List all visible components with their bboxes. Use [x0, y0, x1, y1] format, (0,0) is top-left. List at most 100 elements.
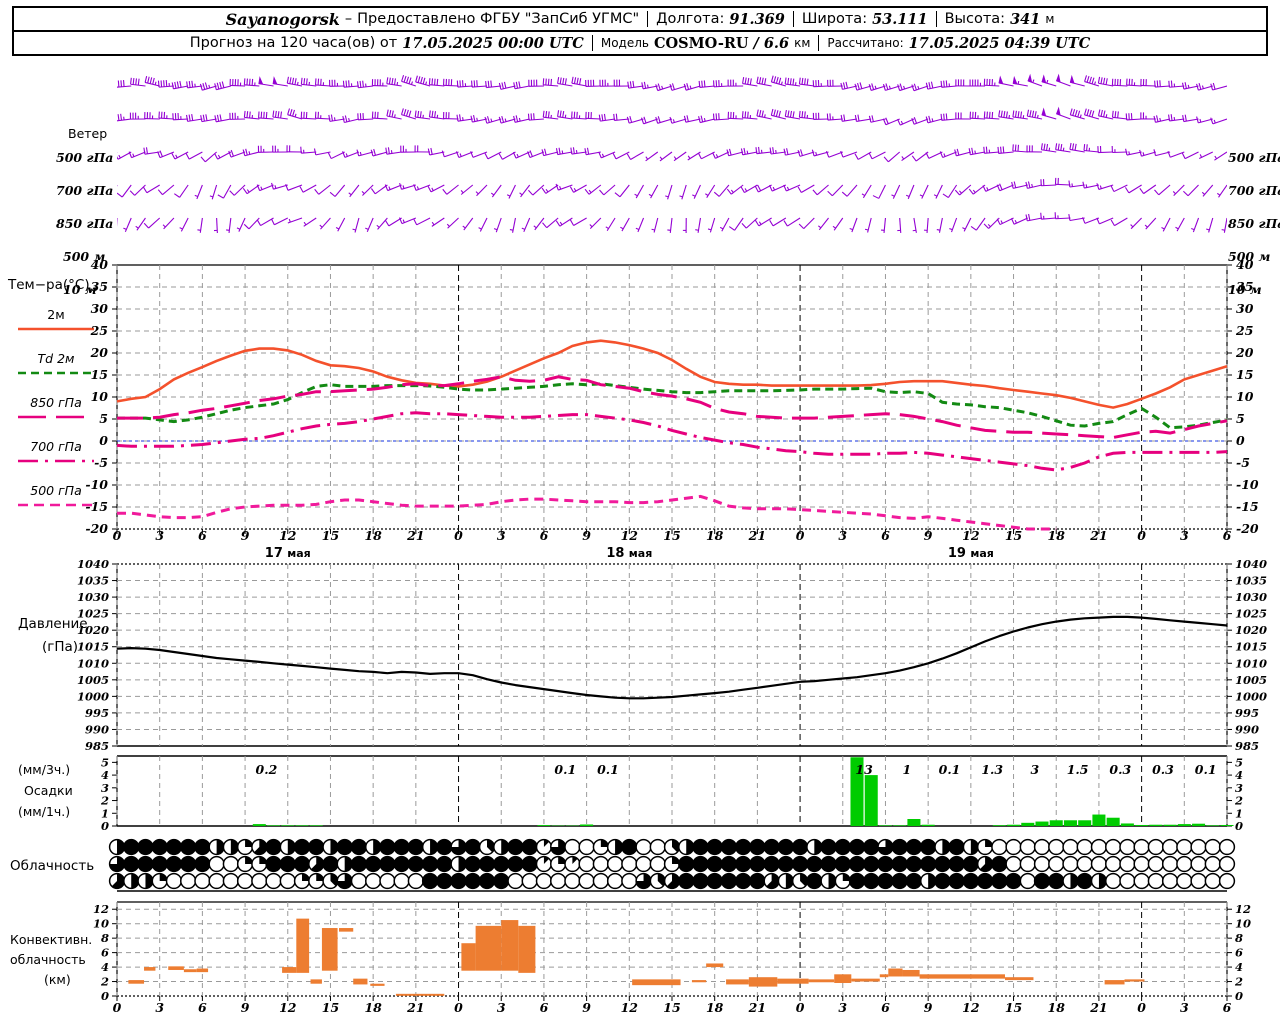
svg-text:0.3: 0.3	[1152, 762, 1174, 777]
svg-text:1015: 1015	[1235, 640, 1267, 654]
time-tick-label: 12	[620, 1000, 638, 1015]
svg-text:25: 25	[1235, 323, 1253, 338]
cloud-symbol	[692, 872, 709, 890]
cloud-symbol	[464, 855, 481, 873]
cloud-symbol	[1005, 838, 1022, 856]
svg-text:4: 4	[1235, 768, 1243, 782]
model-resolution: 6.6	[763, 34, 790, 52]
svg-text:40: 40	[91, 257, 109, 272]
svg-text:3: 3	[1235, 781, 1243, 795]
cloud-symbol	[678, 838, 695, 856]
wind-level-500hpa-left: 500 гПа	[56, 150, 114, 165]
wind-level-700hpa-right: 700 гПа	[1228, 183, 1280, 198]
cloud-symbol	[1147, 872, 1164, 890]
time-tick-label: 12	[962, 1000, 980, 1015]
cloud-symbol	[1033, 838, 1051, 856]
time-tick-label: 18	[364, 1000, 382, 1015]
precipitation-panel: (мм/3ч.) Осадки (мм/1ч.) 5 5 4 4 3 3 2 2 1 1 0 0 0.2…	[0, 752, 1280, 836]
svg-text:0.3: 0.3	[1109, 762, 1131, 777]
convective-band	[1104, 980, 1125, 985]
svg-text:35: 35	[91, 279, 108, 294]
cloud-symbol	[948, 838, 965, 856]
precip-bar	[281, 825, 295, 826]
convective-band	[475, 925, 502, 971]
cloud-symbol	[564, 872, 581, 890]
cloud-symbol	[1176, 838, 1193, 856]
cloud-symbol	[920, 872, 937, 890]
cloud-symbol	[1204, 838, 1221, 856]
wind-level-500m-left: 500 м	[63, 249, 106, 264]
svg-text:20: 20	[90, 345, 109, 360]
svg-text:1015: 1015	[77, 640, 109, 654]
provider-text: Предоставлено ФГБУ "ЗапСиб УГМС"	[357, 11, 640, 27]
cloud-symbol	[678, 855, 695, 873]
convective-band	[1005, 977, 1034, 981]
cloud-symbol	[1176, 855, 1193, 873]
cloud-symbol	[478, 872, 496, 890]
legend-line-500hpa	[18, 503, 94, 507]
svg-text:2: 2	[100, 975, 109, 989]
cloud-symbol	[606, 855, 624, 873]
precip-bar	[1163, 824, 1177, 826]
pressure-panel-title: Давление	[18, 616, 88, 632]
cloud-symbol	[749, 872, 766, 890]
cloud-symbol	[891, 838, 908, 856]
cloud-symbol	[777, 855, 794, 873]
cloud-symbol	[393, 872, 410, 890]
cloud-symbol	[308, 872, 325, 890]
divider	[818, 35, 820, 51]
pressure-curve	[116, 615, 1228, 700]
cloud-symbol	[962, 855, 979, 873]
cloud-symbol	[621, 872, 638, 890]
time-tick-label: 6	[1222, 1000, 1232, 1015]
cloud-symbol	[820, 838, 837, 856]
altitude-unit: м	[1045, 12, 1055, 26]
cloud-symbol	[791, 855, 809, 873]
time-tick-label: 12	[962, 528, 980, 543]
precip-bar	[1007, 824, 1021, 826]
model-label: Модель	[600, 36, 649, 50]
cloud-symbol	[165, 838, 183, 856]
convective-band	[310, 979, 322, 984]
time-tick-label: 9	[582, 1000, 591, 1015]
legend-label-500hpa: 500 гПа	[30, 483, 82, 498]
cloud-symbol	[137, 872, 154, 890]
legend-line-850hpa	[18, 415, 94, 419]
svg-text:1010: 1010	[77, 656, 109, 670]
precip-bar	[1078, 820, 1092, 826]
wind-level-10m-left: 10 м	[63, 282, 97, 297]
cloud-symbol	[720, 855, 738, 873]
cloud-symbol	[180, 855, 197, 873]
svg-text:1010: 1010	[1235, 656, 1267, 670]
cloud-symbol	[1204, 872, 1221, 890]
cloud-symbol	[194, 872, 211, 890]
svg-text:0: 0	[1236, 433, 1245, 448]
time-tick-label: 3	[496, 1000, 506, 1015]
svg-text:4: 4	[101, 768, 109, 782]
cloud-symbol	[1218, 872, 1236, 890]
wind-level-850hpa-right: 850 гПа	[1228, 216, 1280, 231]
cloud-symbol	[123, 872, 140, 890]
wind-level-500m-right: 500 м	[1228, 249, 1271, 264]
pressure-plot: 1040 1040 1035 1035 1030 1030 1025 1025 1020 1020…	[77, 557, 1267, 752]
legend-label-850hpa: 850 гПа	[30, 395, 82, 410]
cloud-symbol	[165, 855, 183, 873]
time-tick-label: 15	[1004, 1000, 1023, 1015]
cloud-symbol	[834, 838, 851, 856]
svg-text:12: 12	[93, 902, 109, 916]
cloud-symbol	[450, 855, 467, 873]
date-label: 17 мая	[264, 546, 311, 561]
cloud-symbol	[806, 855, 823, 873]
cloud-symbol	[379, 855, 396, 873]
cloud-symbol	[1076, 838, 1093, 856]
svg-text:5: 5	[1236, 411, 1245, 426]
cloud-symbol	[976, 838, 994, 856]
time-tick-label: 18	[1047, 1000, 1065, 1015]
pressure-panel-unit: (гПа)	[42, 639, 79, 655]
cloud-symbol	[791, 872, 809, 890]
wind-level-700hpa-left: 700 гПа	[56, 183, 114, 198]
divider	[591, 35, 593, 51]
svg-text:1030: 1030	[77, 590, 109, 604]
precip-bar	[1192, 823, 1206, 826]
svg-text:0.1: 0.1	[554, 762, 576, 777]
